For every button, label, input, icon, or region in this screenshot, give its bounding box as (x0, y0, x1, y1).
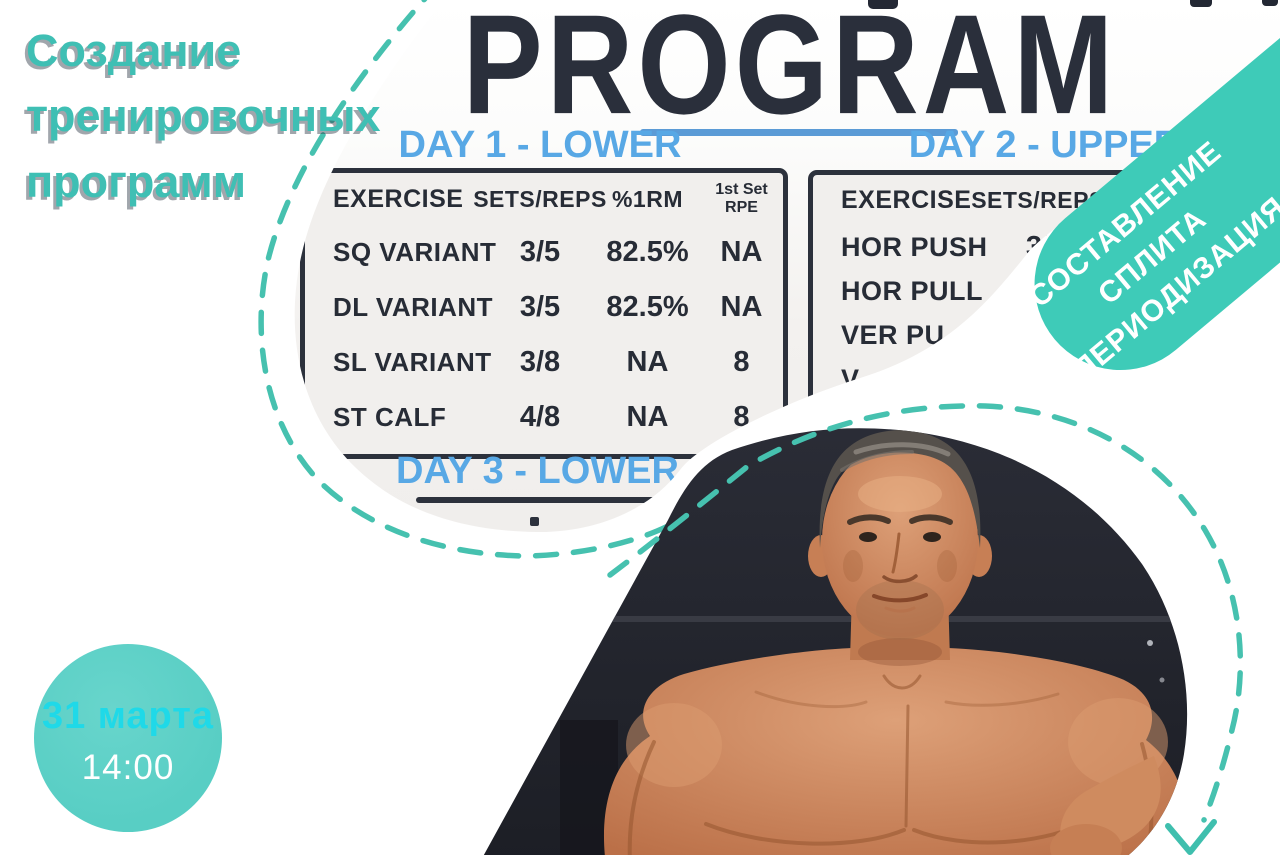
dashed-arrow (607, 403, 1244, 855)
face (808, 430, 992, 640)
table-cell: 8 (733, 346, 750, 378)
table-cell: SQ VARIANT (333, 237, 497, 267)
day1-table: EXERCISE SETS/REPS %1RM 1st Set RPE SQ V… (300, 168, 788, 459)
table-cell: 4/8 (519, 401, 561, 433)
dashed-swoosh (258, 0, 717, 559)
page-title-line: Создание (26, 25, 242, 76)
day3-heading: DAY 3 - LOWER (396, 450, 679, 492)
arrowhead-icon (1165, 819, 1217, 855)
table-cell: NA (720, 291, 763, 323)
column-header: SETS/REPS (473, 185, 607, 212)
event-time: 14:00 (81, 747, 175, 787)
event-date-badge: 31 марта 14:00 (34, 644, 222, 832)
table-cell: ST CALF (333, 402, 447, 432)
table-cell: 3/8 (519, 346, 561, 378)
table-cell: HOR PULL (841, 275, 983, 306)
cropped-text-fragment (1190, 0, 1212, 7)
table-cell: 82.5% (606, 236, 689, 268)
cropped-text-fragment (1262, 0, 1278, 6)
table-cell: DL VARIANT (333, 292, 494, 322)
table-cell: NA (626, 346, 669, 378)
day1-heading: DAY 1 - LOWER (398, 124, 682, 166)
page-title-line: тренировочных (26, 90, 381, 142)
table-cell: VER PU (841, 319, 945, 350)
table-cell: 3/5 (519, 236, 561, 268)
page-title: Создание тренировочных программ (26, 18, 381, 214)
bodybuilder-photo (480, 428, 1188, 855)
cropped-text-fragment (530, 517, 539, 526)
column-header: 1st Set RPE (715, 181, 768, 216)
table-cell: 82.5% (606, 291, 689, 323)
page-title-line: программ (26, 155, 246, 207)
column-header: EXERCISE (333, 184, 464, 213)
topic-badge: СОСТАВЛЕНИЕ СПЛИТА ПЕРИОДИЗАЦИЯ (1023, 0, 1280, 387)
table-cell: 3/5 (519, 291, 561, 323)
title-underline (640, 129, 958, 136)
table-cell: NA (720, 236, 763, 268)
column-header: EXERCISE (841, 185, 972, 214)
cropped-text-fragment (868, 0, 898, 9)
table-cell: NA (626, 401, 669, 433)
program-title: PROGRAM (462, 0, 1118, 144)
day3-table-top-border (416, 497, 672, 503)
event-date: 31 марта (41, 694, 215, 737)
table-cell: HOR PUSH (841, 231, 988, 262)
column-header: %1RM (611, 185, 683, 212)
table-cell: SL VARIANT (333, 347, 492, 377)
